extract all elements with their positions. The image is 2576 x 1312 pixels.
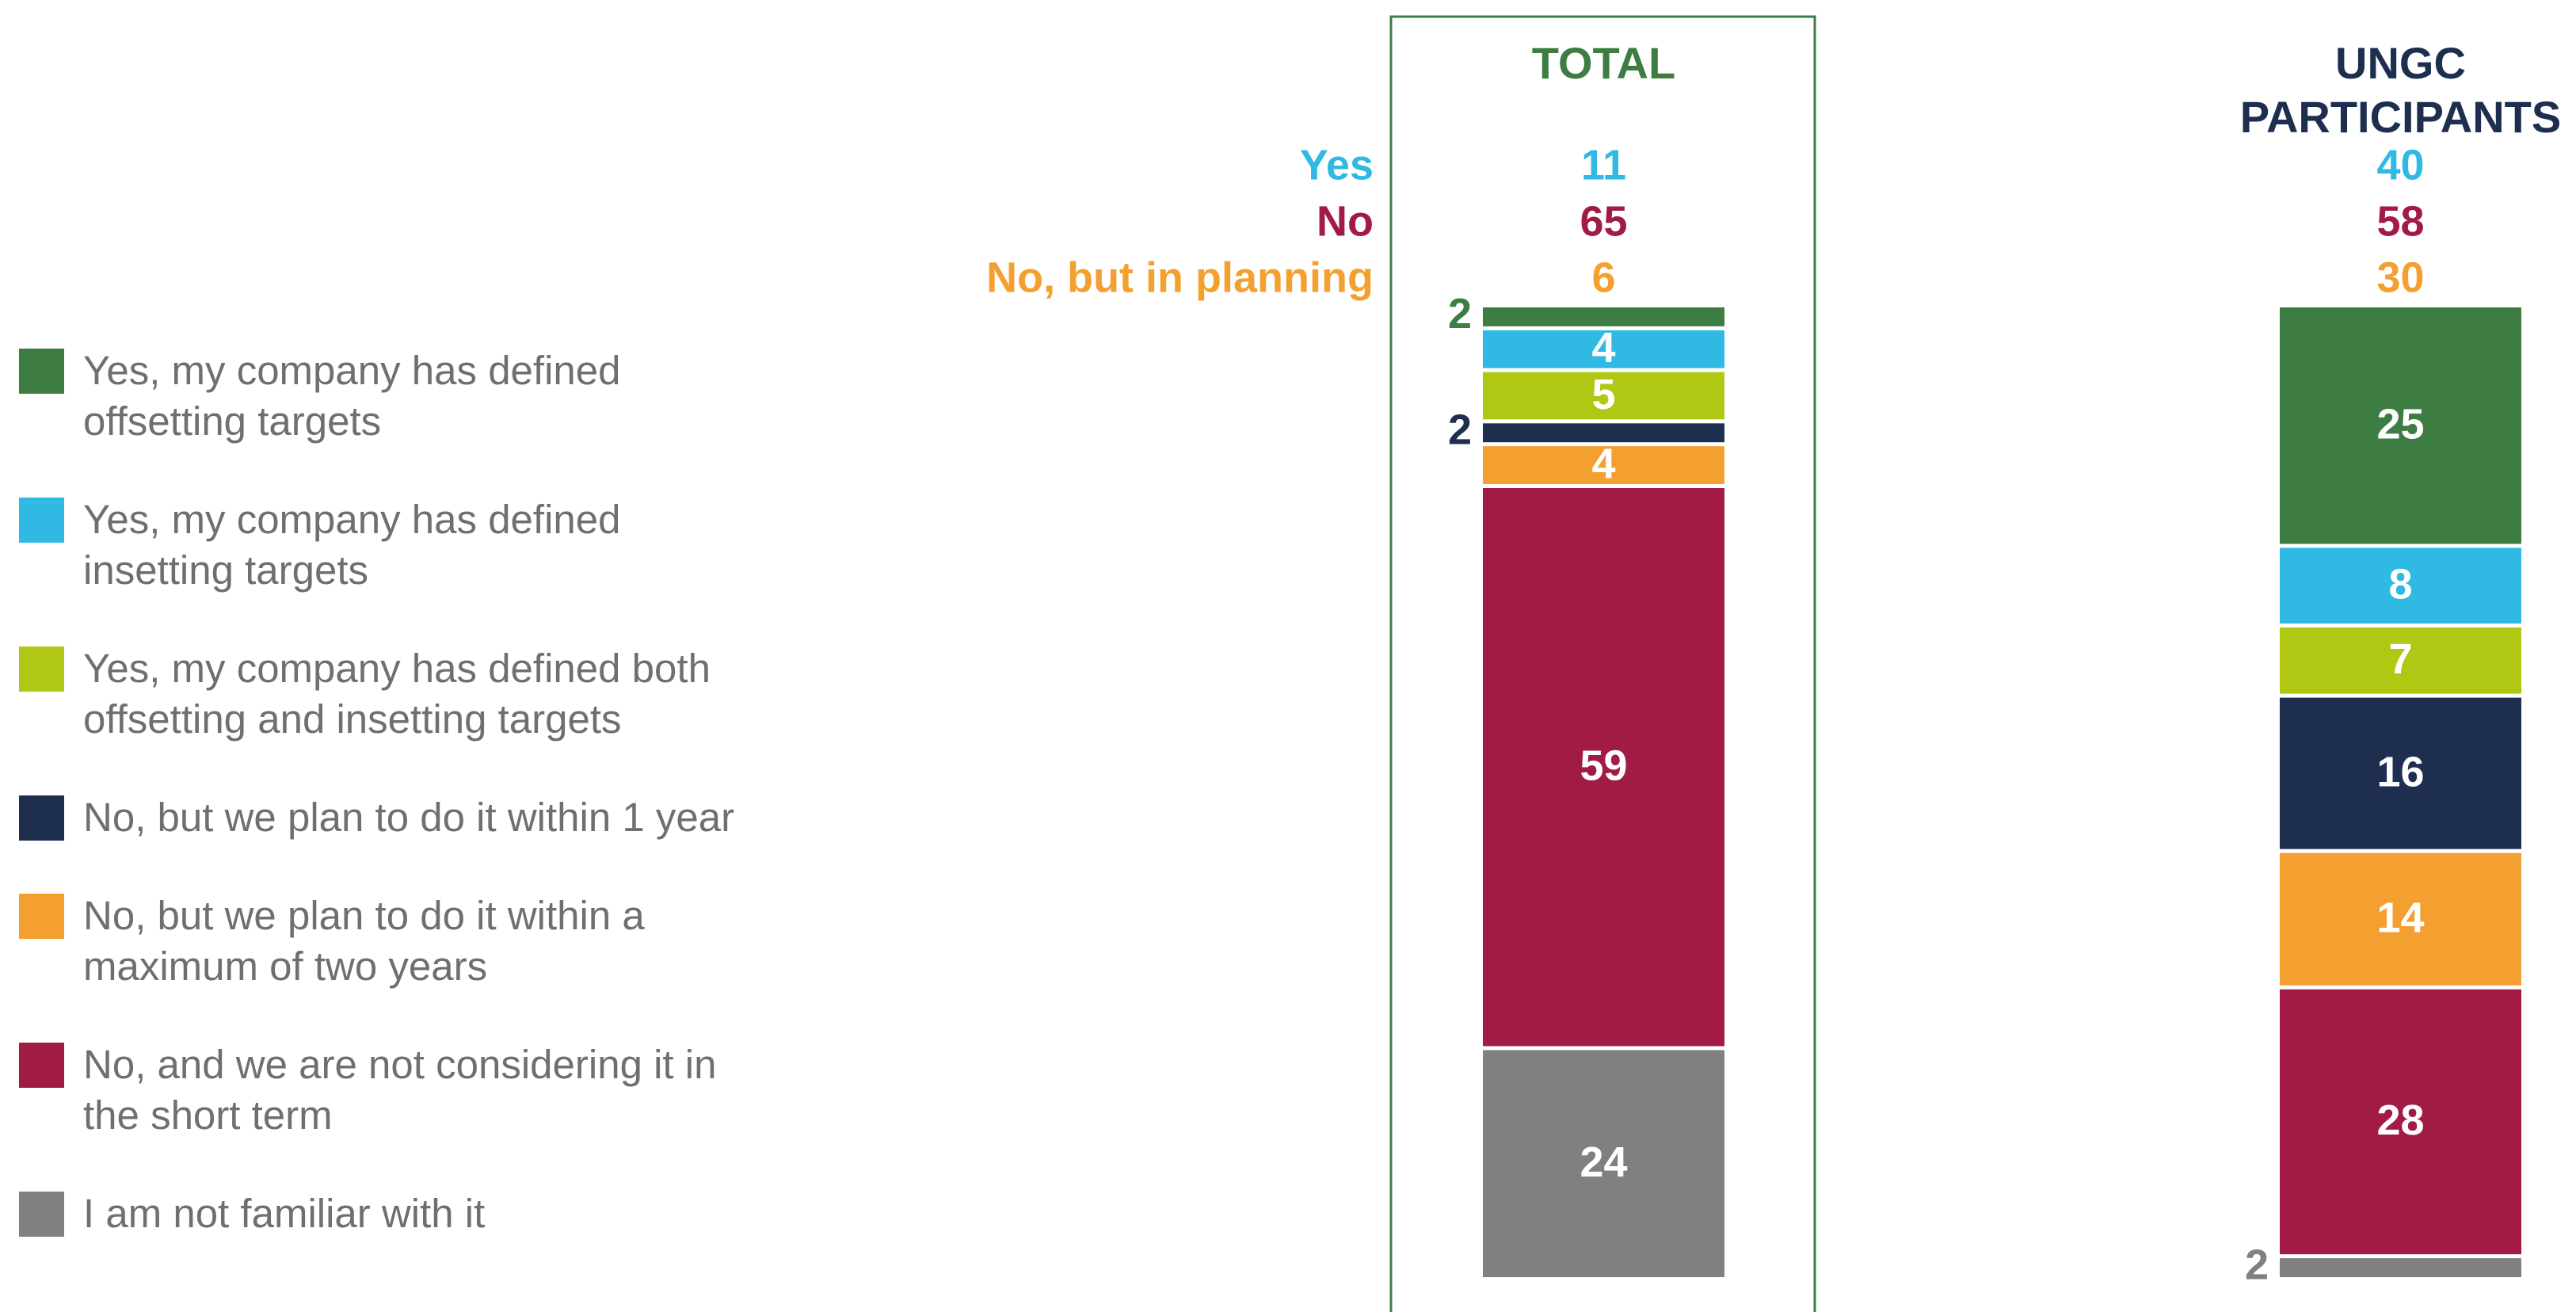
legend-item: No, and we are not considering it in the… <box>19 1042 795 1141</box>
legend-item: Yes, my company has defined offsetting t… <box>19 348 795 447</box>
legend-label: I am not familiar with it <box>83 1191 486 1236</box>
summary-value: 11 <box>1581 141 1626 189</box>
data-label: 59 <box>1580 742 1627 789</box>
data-label: 2 <box>1448 406 1472 454</box>
data-label: 4 <box>1591 440 1615 487</box>
legend-label: Yes, my company has defined insetting ta… <box>83 497 621 593</box>
legend-swatch <box>19 646 64 692</box>
legend-swatch <box>19 498 64 543</box>
legend-swatch <box>19 349 64 394</box>
data-label: 25 <box>2376 401 2424 448</box>
legend-label: Yes, my company has defined offsetting t… <box>83 348 621 444</box>
bar-segment <box>1483 372 1724 420</box>
data-label: 2 <box>1448 290 1472 338</box>
summary-label: No <box>1317 197 1374 245</box>
legend-label: No, but we plan to do it within 1 year <box>83 795 735 840</box>
data-label: 16 <box>2376 748 2424 795</box>
legend-swatch <box>19 894 64 939</box>
legend-swatch <box>19 795 64 841</box>
category-title: PARTICIPANTS <box>2240 92 2561 142</box>
legend-label: No, and we are not considering it in the… <box>83 1042 717 1138</box>
bar-segment <box>2280 547 2521 624</box>
data-label: 4 <box>1591 324 1615 372</box>
legend: Yes, my company has defined offsetting t… <box>19 348 795 1290</box>
data-label: 24 <box>1580 1138 1627 1186</box>
bar-segment <box>2280 307 2521 544</box>
bar-segment <box>2280 627 2521 694</box>
category-title: TOTAL <box>1532 38 1675 88</box>
legend-item: No, but we plan to do it within a maximu… <box>19 893 795 992</box>
summary-value: 65 <box>1580 197 1627 245</box>
bar-segment <box>1483 446 1724 484</box>
data-label: 5 <box>1591 371 1615 418</box>
bar-segment <box>2280 1258 2521 1277</box>
legend-item: I am not familiar with it <box>19 1191 795 1239</box>
legend-label: Yes, my company has defined both offsett… <box>83 646 711 742</box>
legend-item: Yes, my company has defined both offsett… <box>19 646 795 745</box>
bar-segment <box>1483 307 1724 326</box>
legend-item: No, but we plan to do it within 1 year <box>19 795 795 843</box>
bar-segment <box>1483 487 1724 1047</box>
summary-value: 30 <box>2376 254 2424 301</box>
summary-value: 6 <box>1591 254 1615 301</box>
summary-label: Yes <box>1300 141 1374 189</box>
bar-segment <box>1483 423 1724 443</box>
summary-value: 58 <box>2376 197 2424 245</box>
bar-segment <box>1483 1050 1724 1277</box>
legend-label: No, but we plan to do it within a maximu… <box>83 893 645 989</box>
legend-item: Yes, my company has defined insetting ta… <box>19 497 795 596</box>
bar-segment <box>2280 697 2521 849</box>
summary-value: 40 <box>2376 141 2424 189</box>
legend-swatch <box>19 1192 64 1237</box>
data-label: 14 <box>2376 894 2424 941</box>
bar-segment <box>1483 330 1724 368</box>
total-panel <box>1389 15 1816 1312</box>
category-title: UNGC <box>2335 38 2466 88</box>
data-label: 2 <box>2245 1241 2269 1288</box>
data-label: 8 <box>2388 561 2412 608</box>
legend-swatch <box>19 1043 64 1088</box>
summary-label: No, but in planning <box>986 254 1374 301</box>
bar-segment <box>2280 989 2521 1255</box>
data-label: 7 <box>2388 635 2412 683</box>
bar-segment <box>2280 852 2521 986</box>
data-label: 28 <box>2376 1097 2424 1144</box>
